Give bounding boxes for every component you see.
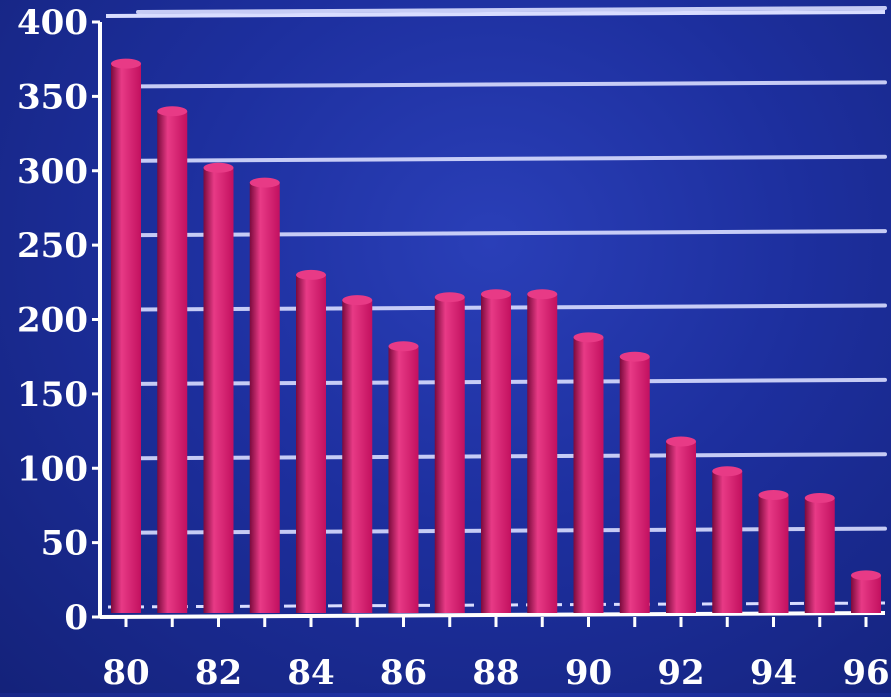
y-tick-label-200: 200	[17, 301, 88, 341]
bar-cap	[619, 351, 650, 362]
y-tick-label-50: 50	[41, 524, 88, 564]
bar-cap	[804, 493, 835, 503]
bar-90	[573, 332, 604, 613]
bar-cap	[666, 436, 696, 447]
y-tick-label-300: 300	[17, 152, 88, 192]
bar-body	[527, 294, 558, 613]
bar-83	[249, 177, 280, 613]
bar-body	[249, 182, 280, 613]
bar-cap	[342, 295, 373, 306]
bar-92	[666, 436, 696, 613]
x-tick-label-82: 82	[195, 653, 242, 693]
bar-cap	[249, 177, 280, 188]
bar-body	[203, 167, 234, 613]
plot-frame-top	[105, 10, 886, 18]
bar-cap	[527, 289, 558, 300]
bar-cap	[851, 570, 881, 581]
bar-81	[157, 106, 188, 613]
bar-87	[434, 292, 465, 613]
x-tick-label-92: 92	[657, 653, 704, 693]
bar-88	[481, 289, 511, 613]
x-tick-label-86: 86	[380, 653, 427, 693]
bar-cap	[157, 106, 188, 117]
bar-cap	[712, 466, 743, 477]
bar-cap	[758, 490, 789, 501]
bars	[111, 58, 881, 613]
y-tick-label-0: 0	[64, 598, 88, 638]
bar-82	[203, 162, 234, 613]
gridline-400	[136, 6, 887, 14]
bar-93	[712, 466, 743, 613]
bar-body	[157, 111, 188, 613]
x-tick-label-94: 94	[750, 653, 797, 693]
bar-body	[111, 63, 141, 613]
bar-86	[388, 341, 419, 613]
bar-cap	[481, 289, 511, 300]
x-tick-labels: 80 82 84 86 88 90 92 94 96	[102, 653, 889, 693]
bar-cap	[388, 341, 419, 352]
bar-85	[342, 295, 373, 613]
bar-body	[851, 575, 881, 613]
axes	[92, 20, 886, 627]
bar-body	[619, 356, 650, 613]
bar-84	[296, 269, 326, 613]
bar-cap	[434, 292, 465, 303]
bar-80	[111, 58, 141, 613]
x-tick-label-90: 90	[565, 653, 612, 693]
x-tick-label-84: 84	[287, 653, 334, 693]
y-tick-label-350: 350	[17, 77, 88, 117]
y-tick-label-400: 400	[17, 3, 88, 43]
bar-96	[851, 570, 881, 613]
bar-cap	[573, 332, 604, 343]
bar-95	[804, 493, 835, 613]
bar-body	[296, 274, 326, 613]
x-tick-label-96: 96	[842, 653, 889, 693]
floor-line	[107, 601, 886, 609]
x-axis	[99, 611, 886, 619]
y-tick-labels: 0 50 100 150 200 250 300 350 400	[17, 3, 88, 638]
y-tick-label-150: 150	[17, 375, 88, 415]
bar-body	[481, 294, 511, 613]
bar-body	[573, 337, 604, 613]
bar-body	[804, 498, 835, 613]
bar-94	[758, 490, 789, 613]
bar-body	[388, 346, 419, 613]
bar-cap	[111, 58, 141, 69]
x-tick-label-80: 80	[102, 653, 149, 693]
bar-91	[619, 351, 650, 613]
gridline-350	[136, 80, 887, 89]
y-tick-label-100: 100	[17, 449, 88, 489]
bar-body	[758, 495, 789, 613]
bar-cap	[296, 269, 326, 280]
bar-body	[434, 297, 465, 613]
bar-body	[666, 441, 696, 613]
bar-body	[342, 300, 373, 613]
bar-89	[527, 289, 558, 613]
gridline-300	[136, 154, 887, 163]
x-tick-label-88: 88	[472, 653, 519, 693]
bar-body	[712, 471, 743, 613]
y-tick-label-250: 250	[17, 226, 88, 266]
bar-cap	[203, 162, 234, 173]
